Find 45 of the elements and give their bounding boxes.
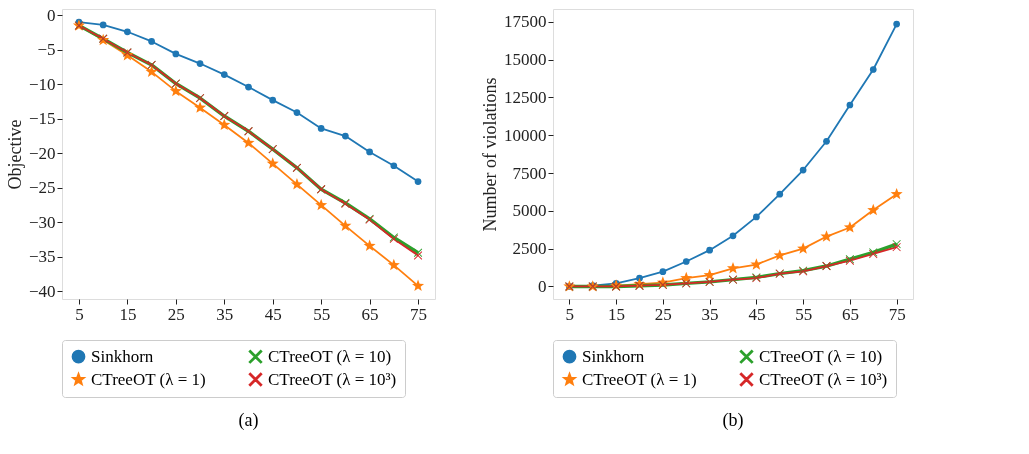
legend-label: CTreeOT (λ = 10) [759,346,883,366]
y-tick-label: 15000 [504,50,547,70]
y-tick-label: 17500 [504,12,547,32]
y-tick-label: −15 [28,109,56,129]
y-axis-title: Objective [4,119,25,190]
legend-label: CTreeOT (λ = 1) [91,369,206,389]
y-tick-label: 0 [538,276,547,296]
y-tick-label: 2500 [512,239,547,259]
x-tick-label: 35 [701,304,719,324]
y-tick-label: 7500 [512,163,547,183]
x-tick-label: 55 [795,304,813,324]
x-tick-label: 15 [608,304,626,324]
x-tick-label: 5 [75,304,84,324]
x-tick-label: 25 [167,304,185,324]
x-tick-label: 55 [313,304,331,324]
y-tick-label: −35 [28,247,56,267]
y-tick-label: 10000 [504,125,547,145]
text: (a) [238,409,259,431]
legend-label: CTreeOT (λ = 10³) [759,369,888,389]
legend-label: CTreeOT (λ = 1) [582,369,697,389]
x-tick-label: 45 [264,304,282,324]
y-tick-label: −30 [28,212,56,232]
x-tick-label: 35 [216,304,234,324]
x-tick-label: 75 [410,304,428,324]
x-tick-label: 75 [888,304,906,324]
y-tick-label: 5000 [512,201,547,221]
text: (b) [722,409,744,431]
legend-label: CTreeOT (λ = 10) [268,346,392,366]
legend-label: CTreeOT (λ = 10³) [268,369,397,389]
y-axis-title: Number of violations [480,77,500,232]
x-tick-label: 5 [565,304,575,324]
x-tick-label: 45 [748,304,766,324]
y-tick-label: 12500 [504,87,547,107]
y-tick-label: −25 [28,178,56,198]
x-tick-label: 15 [119,304,137,324]
x-tick-label: 25 [654,304,672,324]
y-tick-label: −5 [37,40,56,60]
y-tick-label: 0 [47,5,56,25]
y-tick-label: −10 [28,74,56,94]
x-tick-label: 65 [841,304,859,324]
legend-label: Sinkhorn [582,346,645,366]
legend-label: Sinkhorn [91,346,154,366]
y-tick-label: −40 [28,281,56,301]
y-tick-label: −20 [28,143,56,163]
x-tick-label: 65 [361,304,379,324]
